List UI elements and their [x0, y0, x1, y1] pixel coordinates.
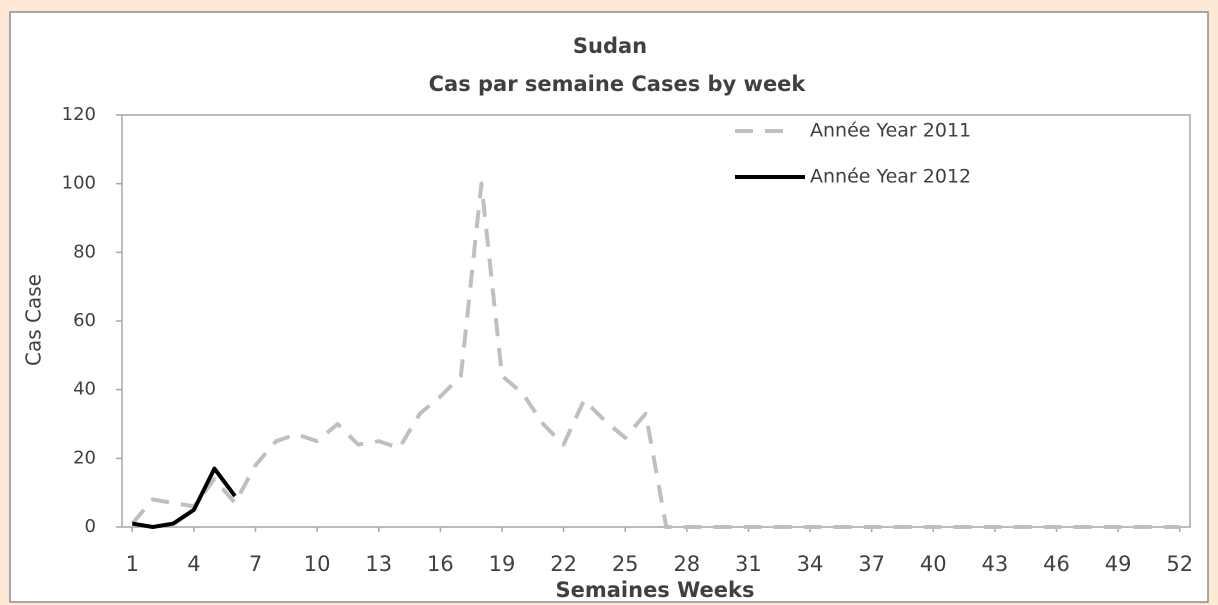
y-axis-label: Cas Case: [22, 274, 46, 366]
y-tick-label: 0: [85, 516, 96, 537]
y-tick-label: 60: [73, 310, 96, 331]
legend-label: Année Year 2011: [810, 120, 971, 142]
x-tick-label: 52: [1166, 552, 1193, 576]
x-axis-label: Semaines Weeks: [556, 578, 755, 602]
x-tick-label: 13: [365, 552, 392, 576]
series-line: [131, 466, 237, 529]
x-tick-label: 4: [187, 552, 200, 576]
x-tick-label: 37: [858, 552, 885, 576]
x-tick-label: 31: [735, 552, 762, 576]
x-tick-label: 10: [304, 552, 331, 576]
chart-subtitle: Cas par semaine Cases by week: [429, 72, 807, 96]
x-tick-label: 43: [982, 552, 1009, 576]
x-tick-label: 22: [550, 552, 577, 576]
y-tick-label: 80: [73, 241, 96, 262]
x-tick-label: 25: [612, 552, 639, 576]
chart-title: Sudan: [573, 34, 647, 58]
x-tick-label: 40: [920, 552, 947, 576]
y-tick-label: 120: [62, 104, 96, 125]
x-tick-label: 19: [489, 552, 516, 576]
y-tick-label: 20: [73, 447, 96, 468]
x-tick-label: 49: [1105, 552, 1132, 576]
y-tick-label: 100: [62, 173, 96, 194]
chart-frame: [9, 11, 1209, 603]
series-line: [130, 181, 1180, 529]
x-tick-label: 16: [427, 552, 454, 576]
x-tick-label: 28: [673, 552, 700, 576]
x-tick-label: 7: [249, 552, 262, 576]
x-tick-label: 34: [797, 552, 824, 576]
x-tick-label: 1: [126, 552, 139, 576]
y-tick-label: 40: [73, 379, 96, 400]
legend-label: Année Year 2012: [810, 166, 971, 188]
x-tick-label: 46: [1043, 552, 1070, 576]
